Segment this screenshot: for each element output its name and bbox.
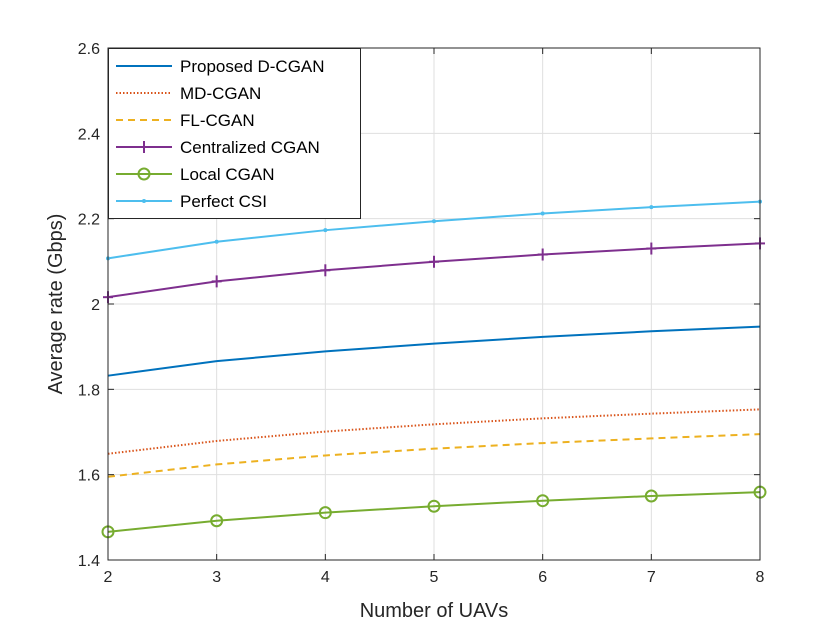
legend-label: MD-CGAN xyxy=(180,84,261,103)
legend-item: FL-CGAN xyxy=(116,111,255,130)
series-marker-plus xyxy=(537,248,548,261)
series-marker-circle xyxy=(427,499,441,513)
series-line xyxy=(107,433,761,478)
x-tick-label: 8 xyxy=(756,569,765,586)
series-marker-point xyxy=(323,228,328,233)
legend-item: MD-CGAN xyxy=(116,84,261,103)
series-marker-circle xyxy=(137,167,151,181)
x-tick-label: 6 xyxy=(538,569,547,586)
x-tick-label: 7 xyxy=(647,569,656,586)
legend-label: Local CGAN xyxy=(180,165,274,184)
series-marker-point xyxy=(142,199,146,203)
legend-box xyxy=(108,48,361,219)
legend-item: Perfect CSI xyxy=(116,192,267,211)
series-md-cgan xyxy=(107,408,761,455)
y-tick-label: 2 xyxy=(91,297,100,314)
legend-label: FL-CGAN xyxy=(180,111,255,130)
series-marker-plus xyxy=(211,275,222,288)
series-marker-point xyxy=(432,219,436,224)
series-marker-circle xyxy=(318,506,332,520)
y-tick-label: 1.4 xyxy=(78,553,100,570)
legend: Proposed D-CGAN MD-CGAN FL-CGAN Centralized… xyxy=(108,48,361,219)
series-group xyxy=(101,199,767,539)
series-proposed-d-cgan xyxy=(107,325,761,377)
series-marker-circle xyxy=(536,494,550,508)
series-line xyxy=(107,325,761,377)
series-marker-point xyxy=(649,205,654,210)
legend-item: Centralized CGAN xyxy=(116,138,320,157)
series-marker-plus xyxy=(320,264,331,277)
x-tick-label: 4 xyxy=(321,569,330,586)
series-marker-circle xyxy=(644,489,658,503)
legend-label: Centralized CGAN xyxy=(180,138,320,157)
series-marker-circle xyxy=(210,514,224,528)
legend-item: Proposed D-CGAN xyxy=(116,57,325,76)
legend-item: Local CGAN xyxy=(116,165,274,184)
series-fl-cgan xyxy=(107,433,761,478)
y-tick-label: 1.6 xyxy=(78,468,100,485)
y-tick-label: 2.6 xyxy=(78,41,100,58)
y-tick-label: 2.2 xyxy=(78,212,100,229)
series-marker-plus xyxy=(429,255,439,268)
legend-label: Perfect CSI xyxy=(180,192,267,211)
legend-label: Proposed D-CGAN xyxy=(180,57,325,76)
tick-labels: 2 3 4 5 6 7 8 1.4 1.6 1.8 2 2.2 2.4 2.6 xyxy=(78,41,765,586)
series-marker-point xyxy=(214,239,219,244)
series-marker-plus xyxy=(139,141,149,153)
series-line xyxy=(107,491,761,533)
y-axis-label: Average rate (Gbps) xyxy=(45,214,67,395)
series-marker-point xyxy=(540,211,545,216)
series-marker-plus xyxy=(646,242,657,255)
x-tick-label: 3 xyxy=(212,569,221,586)
y-tick-label: 2.4 xyxy=(78,126,100,143)
x-tick-label: 2 xyxy=(104,569,113,586)
x-axis-label: Number of UAVs xyxy=(360,600,509,622)
x-tick-label: 5 xyxy=(430,569,439,586)
series-line xyxy=(107,408,761,455)
y-tick-label: 1.8 xyxy=(78,382,100,399)
